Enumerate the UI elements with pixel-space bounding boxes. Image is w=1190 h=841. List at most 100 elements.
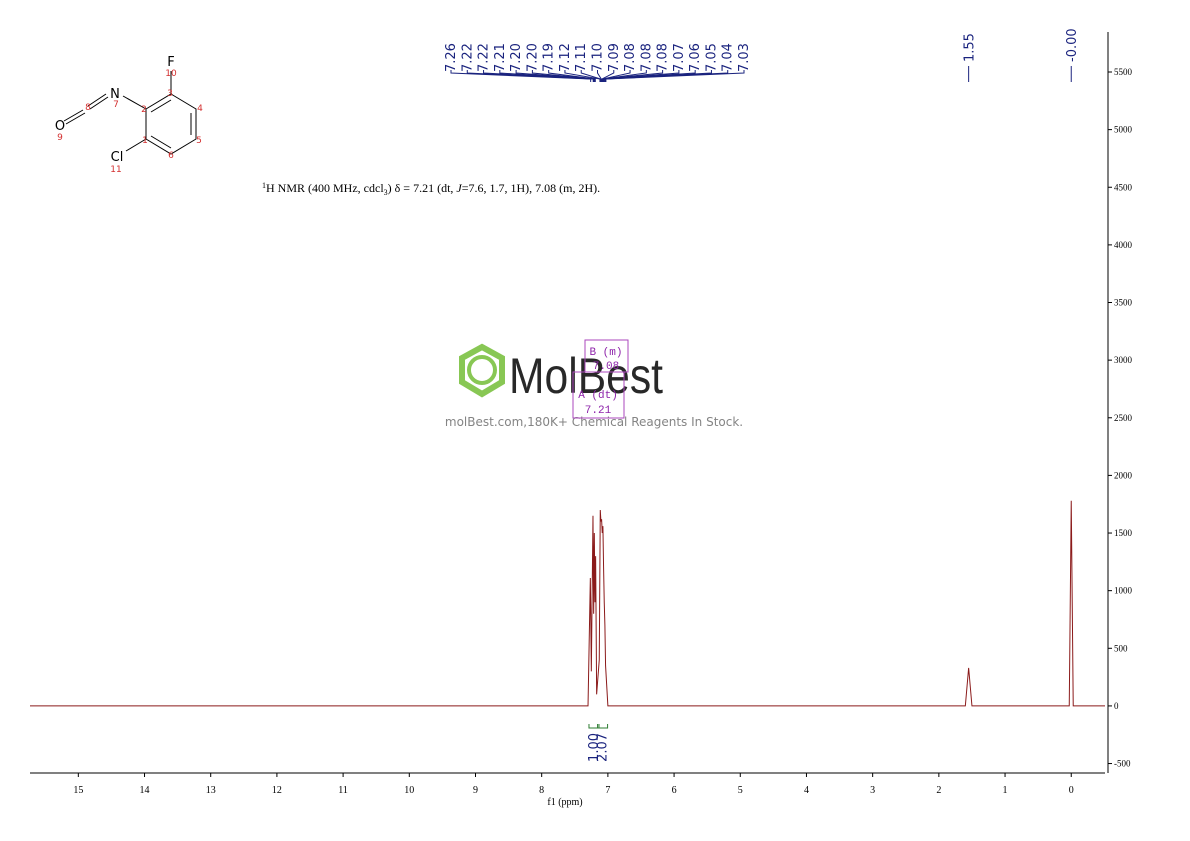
peak-leader: [597, 70, 602, 82]
peak-leader: [602, 70, 680, 82]
y-tick-label: 500: [1114, 643, 1128, 653]
atom-symbol: Cl: [111, 150, 124, 165]
multiplet-boxes: B (m) 7.08 A (dt) 7.21: [572, 339, 629, 419]
x-tick-label: 9: [473, 785, 478, 796]
x-tick-label: 2: [936, 785, 941, 796]
watermark: MolBest molBest.com,180K+ Chemical Reage…: [445, 343, 743, 429]
x-tick-label: 8: [539, 785, 544, 796]
atom-number: 8: [85, 103, 91, 113]
peak-leader: [601, 70, 615, 82]
atom-number: 11: [110, 165, 121, 175]
peak-label: 7.26: [444, 43, 459, 72]
atom-number: 1: [142, 136, 148, 146]
peak-label: 7.22: [477, 43, 492, 72]
peak-leader: [602, 70, 664, 82]
y-tick-label: -500: [1114, 759, 1131, 769]
text: ) δ = 7.21 (dt,: [388, 181, 457, 195]
peak-label: 1.55: [963, 33, 978, 62]
x-tick-label: 1: [1003, 785, 1008, 796]
peak-leader: [580, 70, 602, 82]
integral-label: 1.00: [587, 733, 602, 762]
peak-leader: [499, 70, 595, 82]
atom-number: 10: [165, 69, 177, 79]
peak-label: 7.03: [737, 43, 752, 72]
x-tick-label: 3: [870, 785, 875, 796]
y-tick-label: 2500: [1114, 413, 1133, 423]
multiplet-name: A (dt): [578, 390, 618, 402]
logo-icon: [467, 355, 497, 385]
x-tick-label: 12: [272, 785, 282, 796]
atom-symbol: N: [110, 87, 120, 102]
x-axis-label: f1 (ppm): [547, 797, 582, 808]
peak-label: 7.08: [656, 43, 671, 72]
x-tick-label: 6: [672, 785, 677, 796]
peak-leader: [483, 70, 594, 82]
peak-leader: [548, 70, 596, 82]
peak-label: 7.08: [623, 43, 638, 72]
peak-label: 7.08: [639, 43, 654, 72]
peak-label: -0.00: [1065, 28, 1080, 62]
peak-label: 7.04: [721, 43, 736, 72]
peak-label: 7.07: [672, 43, 687, 72]
x-tick-label: 11: [338, 785, 348, 796]
atom-number: 9: [57, 133, 63, 143]
bonds: [63, 71, 197, 155]
y-tick-label: 4500: [1114, 182, 1133, 192]
peak-leader: [564, 70, 601, 82]
peak-label: 7.21: [493, 43, 508, 72]
multiplet-box: [572, 371, 625, 419]
italic: J: [456, 181, 462, 195]
x-tick-label: 5: [738, 785, 743, 796]
multiplet-shift: 7.21: [585, 405, 612, 417]
atom-number: 2: [141, 105, 147, 115]
peak-label: 7.19: [542, 43, 557, 72]
y-tick-label: 0: [1114, 701, 1119, 711]
atom-number: 6: [168, 151, 174, 161]
integral-bracket: [588, 724, 600, 729]
sup: 1: [262, 181, 266, 190]
atom-number: 7: [113, 100, 119, 110]
y-tick-label: 3500: [1114, 298, 1133, 308]
y-tick-label: 4000: [1114, 240, 1133, 250]
peak-label: 7.11: [574, 43, 589, 72]
molecule: O 9 8 N 7 2 3 F 10 4 5 6 1 Cl 11: [55, 55, 203, 175]
peak-label: 7.22: [460, 43, 475, 72]
x-tick-label: 4: [804, 785, 809, 796]
y-tick-label: 3000: [1114, 355, 1133, 365]
peak-label: 7.10: [591, 43, 606, 72]
x-tick-label: 14: [140, 785, 150, 796]
integral-bracket: [597, 724, 609, 729]
spectrum: [30, 500, 1105, 707]
peak-label: 7.09: [607, 43, 622, 72]
integral-label: 2.07: [596, 733, 611, 762]
atom-symbol: F: [167, 55, 174, 70]
peak-label: 7.12: [558, 43, 573, 72]
y-tick-label: 5000: [1114, 125, 1133, 135]
logo-text: MolBest: [509, 348, 663, 404]
peak-leader: [605, 70, 745, 82]
multiplet-name: B (m): [589, 347, 622, 359]
y-tick-label: 1500: [1114, 528, 1133, 538]
peak-label: 7.05: [704, 43, 719, 72]
peak-leader: [531, 70, 596, 82]
text: =7.6, 1.7, 1H), 7.08 (m, 2H).: [462, 181, 600, 195]
y-tick-label: 1000: [1114, 586, 1133, 596]
atom-number: 5: [196, 136, 202, 146]
sub: 3: [384, 188, 388, 197]
logo-icon: [459, 343, 505, 398]
atom-symbol: O: [55, 119, 65, 134]
y-tick-label: 2000: [1114, 470, 1133, 480]
x-tick-label: 13: [206, 785, 216, 796]
tagline: molBest.com,180K+ Chemical Reagents In S…: [445, 415, 743, 429]
x-tick-label: 15: [73, 785, 83, 796]
multiplet-shift: 7.08: [593, 361, 619, 373]
x-tick-label: 10: [404, 785, 414, 796]
peak-label: 7.06: [688, 43, 703, 72]
peak-label: 7.20: [525, 43, 540, 72]
text: H NMR (400 MHz, cdcl: [266, 181, 384, 195]
atom-number: 3: [167, 89, 173, 99]
atom-number: 4: [197, 104, 203, 114]
y-tick-label: 5500: [1114, 67, 1133, 77]
nmr-description: 1H NMR (400 MHz, cdcl3) δ = 7.21 (dt, J=…: [262, 181, 600, 197]
